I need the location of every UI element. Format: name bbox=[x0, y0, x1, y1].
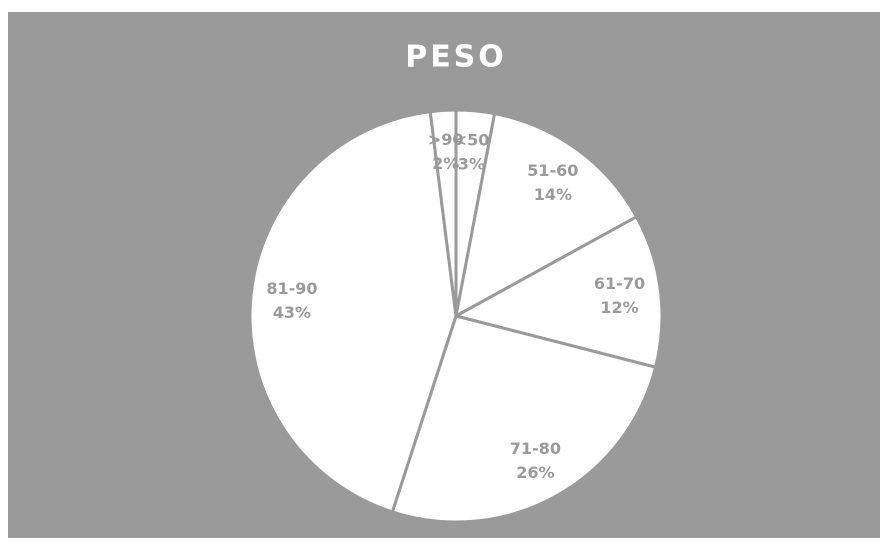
slice-value-label: 3% bbox=[458, 154, 485, 173]
slice-value-label: 12% bbox=[600, 298, 638, 317]
slice-value-label: 43% bbox=[273, 303, 311, 322]
slice-category-label: >90 bbox=[428, 130, 464, 149]
pie-slice bbox=[248, 110, 458, 514]
slice-category-label: 71-80 bbox=[510, 439, 561, 458]
pie-slice bbox=[428, 108, 458, 318]
slice-category-label: 51-60 bbox=[527, 161, 578, 180]
slice-category-label: 81-90 bbox=[266, 279, 317, 298]
slice-value-label: 14% bbox=[534, 185, 572, 204]
pie-slice bbox=[454, 215, 664, 369]
slice-value-label: 2% bbox=[432, 154, 459, 173]
slice-category-label: 61-70 bbox=[594, 274, 645, 293]
slice-value-label: 26% bbox=[516, 463, 554, 482]
pie-slice bbox=[390, 314, 658, 524]
chart-title: PESO bbox=[405, 40, 507, 75]
slice-category-label: <50 bbox=[454, 130, 490, 149]
pie-slice bbox=[454, 112, 639, 318]
